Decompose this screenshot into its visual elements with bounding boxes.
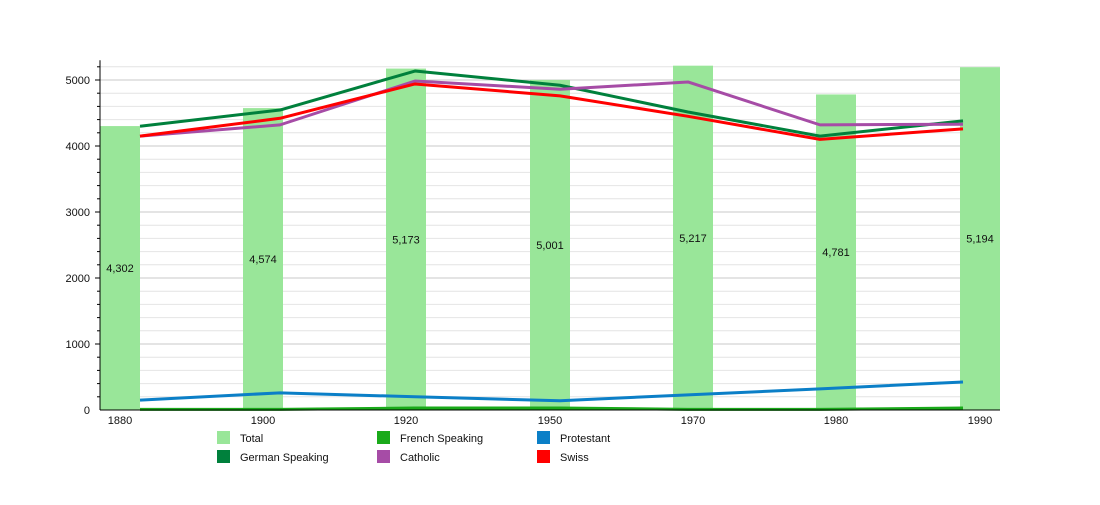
legend-label-swiss: Swiss (560, 452, 589, 464)
legend-swatch-german-speaking (217, 450, 230, 463)
bar-data-label: 5,217 (679, 233, 707, 245)
legend-swatch-french-speaking (377, 431, 390, 444)
legend-label-total: Total (240, 433, 263, 445)
bar-total (100, 126, 140, 411)
bar-total (243, 108, 283, 410)
bar-data-label: 5,001 (536, 240, 564, 252)
legend-label-catholic: Catholic (400, 452, 440, 464)
bar-total (530, 79, 570, 411)
bar-total (960, 67, 1000, 411)
legend: Total French Speaking Protestant German Spe… (217, 431, 610, 464)
series-line-catholic (139, 79, 964, 138)
legend-swatch-protestant (537, 431, 550, 444)
series-line-german-speaking (139, 69, 964, 138)
bar-total (816, 94, 856, 410)
bar-data-label: 4,781 (822, 247, 850, 259)
bar-data-label: 4,574 (249, 254, 277, 266)
y-tick-label: 2000 (66, 273, 90, 285)
y-tick-label: 1000 (66, 339, 90, 351)
series-line-swiss (139, 82, 964, 141)
legend-swatch-swiss (537, 450, 550, 463)
bar-total (673, 65, 713, 410)
y-tick-label: 4000 (66, 141, 90, 153)
x-tick-label: 1970 (681, 415, 705, 427)
x-tick-label: 1980 (824, 415, 848, 427)
x-tick-label: 1900 (251, 415, 275, 427)
series-line-protestant (139, 380, 964, 403)
bar-data-label: 5,173 (392, 234, 420, 246)
legend-swatch-catholic (377, 450, 390, 463)
y-tick-label: 5000 (66, 75, 90, 87)
axes: 0 1000 2000 3000 4000 5000 1880 1900 1920 1950 197… (66, 60, 1000, 427)
bar-data-label: 4,302 (106, 263, 134, 275)
y-tick-label: 3000 (66, 207, 90, 219)
legend-label-french-speaking: French Speaking (400, 433, 483, 445)
legend-label-german-speaking: German Speaking (240, 452, 329, 464)
legend-label-protestant: Protestant (560, 433, 610, 445)
bar-total (386, 68, 426, 410)
x-tick-label: 1880 (108, 415, 132, 427)
lines (139, 69, 964, 411)
bar-data-label: 5,194 (966, 234, 994, 246)
x-tick-label: 1920 (394, 415, 418, 427)
x-tick-label: 1950 (538, 415, 562, 427)
y-tick-label: 0 (84, 405, 90, 417)
legend-swatch-total (217, 431, 230, 444)
series-line-french-speaking (140, 406, 964, 411)
bars: 4,302 4,574 5,173 5,001 5,217 4,781 5,194 (100, 65, 1000, 411)
x-tick-label: 1990 (968, 415, 992, 427)
